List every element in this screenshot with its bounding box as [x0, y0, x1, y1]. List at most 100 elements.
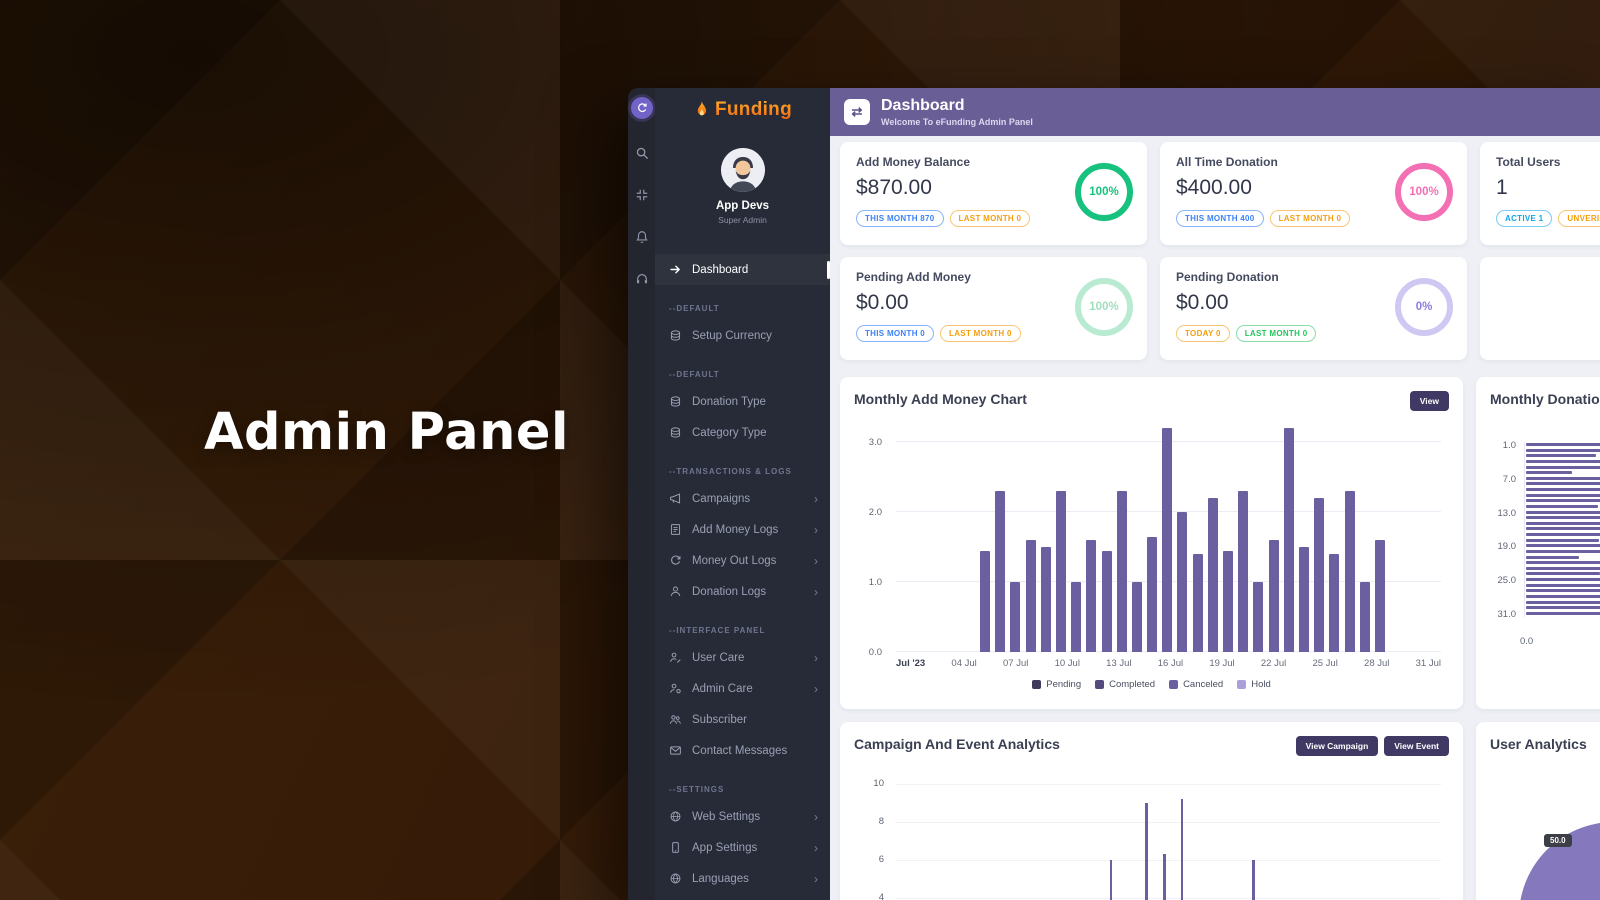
sidebar-item-label: App Settings	[692, 841, 758, 854]
sidebar-item-user-care[interactable]: User Care ›	[655, 642, 830, 673]
menu-section-label: --Settings	[669, 785, 725, 794]
legend-item[interactable]: Pending	[1032, 679, 1081, 690]
sidebar-item-campaigns[interactable]: Campaigns ›	[655, 483, 830, 514]
sidebar-item-app-settings[interactable]: App Settings ›	[655, 832, 830, 863]
legend-label: Completed	[1109, 679, 1156, 690]
search-button[interactable]	[634, 145, 650, 161]
profile-role: Super Admin	[718, 215, 767, 225]
sidebar-item-admin-care[interactable]: Admin Care ›	[655, 673, 830, 704]
stat-card-title: All Time Donation	[1176, 155, 1278, 169]
x-axis-label: 28 Jul	[1364, 658, 1390, 669]
avatar[interactable]	[720, 148, 765, 192]
x-axis-label: 22 Jul	[1260, 658, 1287, 669]
stat-card	[1480, 257, 1600, 360]
bar	[1526, 538, 1599, 542]
bar	[1526, 527, 1600, 531]
coins-icon	[669, 329, 682, 342]
stat-card-badges: TODAY 0 LAST MONTH 0	[1176, 325, 1451, 342]
sidebar-item-donation-logs[interactable]: Donation Logs ›	[655, 576, 830, 607]
stat-badge: UNVERIFIED 0	[1558, 210, 1600, 227]
profile-name: App Devs	[715, 200, 770, 212]
bar	[1526, 443, 1600, 446]
stat-card-badges: ACTIVE 1 UNVERIFIED 0	[1496, 210, 1600, 227]
view-button[interactable]: View	[1409, 391, 1449, 411]
y-axis-label: 4	[878, 892, 884, 900]
fullscreen-button[interactable]	[634, 187, 650, 203]
y-axis-label: 0.0	[868, 647, 882, 658]
chart-title: Monthly Add Money Chart	[854, 391, 1027, 407]
sidebar-item-contact-messages[interactable]: Contact Messages	[655, 735, 830, 766]
sidebar-item-subscriber[interactable]: Subscriber	[655, 704, 830, 735]
bar	[1238, 491, 1249, 652]
legend-item[interactable]: Hold	[1237, 679, 1271, 690]
bar	[1116, 491, 1127, 652]
bar	[1526, 482, 1600, 486]
chevron-right-icon: ›	[814, 840, 818, 855]
sidebar-item-web-settings[interactable]: Web Settings ›	[655, 801, 830, 832]
stat-card-title: Pending Add Money	[856, 270, 971, 284]
sidebar-item-donation-type[interactable]: Donation Type	[655, 386, 830, 417]
sidebar-item-category-type[interactable]: Category Type	[655, 417, 830, 448]
stat-card-title: Pending Donation	[1176, 270, 1279, 284]
bar	[1086, 540, 1097, 652]
y-axis-label: 7.0	[1502, 473, 1516, 485]
menu-section-label: --Interface Panel	[669, 626, 766, 635]
bar	[1526, 499, 1600, 503]
menu-section-label: --Transactions & Logs	[669, 467, 792, 476]
chart-legend: Pending Completed Canceled Hold	[854, 679, 1449, 690]
bar	[1526, 600, 1600, 604]
x-axis-label: 07 Jul	[1003, 658, 1029, 669]
mobile-icon	[669, 841, 682, 854]
sidebar-item-setup-currency[interactable]: Setup Currency	[655, 320, 830, 351]
notifications-button[interactable]	[634, 229, 650, 245]
coins-icon	[669, 426, 682, 439]
bar	[1526, 549, 1600, 553]
bar	[1526, 544, 1600, 548]
plot-area	[1524, 443, 1600, 618]
monthly-donation-chart-card: Monthly Donation Chart 1.0 7.0 13.0 19.0 25.…	[1476, 377, 1600, 709]
legend-item[interactable]: Completed	[1095, 679, 1155, 690]
stat-card-badges: THIS MONTH 0 LAST MONTH 0	[856, 325, 1131, 342]
sidebar-item-label: Add Money Logs	[692, 523, 779, 536]
sidebar-item-money-out-logs[interactable]: Money Out Logs ›	[655, 545, 830, 576]
sidebar-item-label: Subscriber	[692, 713, 747, 726]
sidebar-toggle-button[interactable]	[630, 97, 653, 119]
megaphone-icon	[669, 492, 682, 505]
pie-slice-label: 50.0	[1544, 834, 1572, 847]
bar	[1526, 448, 1600, 452]
view-event-button[interactable]: View Event	[1384, 736, 1449, 756]
stat-badge: LAST MONTH 0	[949, 210, 1031, 227]
y-axis: 3.0 2.0 1.0 0.0	[854, 427, 888, 658]
y-axis: 1.0 7.0 13.0 19.0 25.0 31.0	[1490, 423, 1517, 628]
chevron-right-icon: ›	[814, 522, 818, 537]
bar	[1283, 428, 1294, 652]
bar	[1526, 476, 1600, 480]
y-axis-label: 8	[878, 816, 884, 827]
bar	[1252, 860, 1255, 900]
swap-icon[interactable]: ⇄	[844, 99, 870, 125]
brand-name: Funding	[714, 99, 792, 120]
stat-badge: LAST MONTH 0	[1235, 325, 1317, 342]
chevron-right-icon: ›	[814, 491, 818, 506]
sidebar-item-label: Languages	[692, 872, 749, 885]
bar	[1359, 582, 1370, 652]
brand-logo[interactable]: Funding	[655, 88, 830, 132]
sidebar-item-languages[interactable]: Languages ›	[655, 863, 830, 894]
legend-item[interactable]: Canceled	[1169, 679, 1223, 690]
legend-swatch	[1095, 680, 1105, 689]
monthly-add-money-chart-card: Monthly Add Money Chart View 3.0 2.0 1.0 0.…	[840, 377, 1463, 709]
progress-ring: 100%	[1395, 163, 1453, 221]
bar	[1268, 540, 1279, 652]
bar	[1374, 540, 1385, 652]
sidebar-item-add-money-logs[interactable]: Add Money Logs ›	[655, 514, 830, 545]
sidebar-item-label: Contact Messages	[692, 744, 788, 757]
sidebar-item-dashboard[interactable]: Dashboard	[655, 254, 830, 285]
x-axis-label: 10 Jul	[1054, 658, 1080, 669]
view-campaign-button[interactable]: View Campaign	[1295, 736, 1379, 756]
legend-swatch	[1237, 680, 1247, 689]
support-button[interactable]	[634, 271, 650, 287]
bar	[980, 550, 990, 652]
coins-icon	[669, 395, 682, 408]
avatar-illustration	[720, 148, 765, 192]
x-axis-label: 04 Jul	[951, 658, 977, 669]
